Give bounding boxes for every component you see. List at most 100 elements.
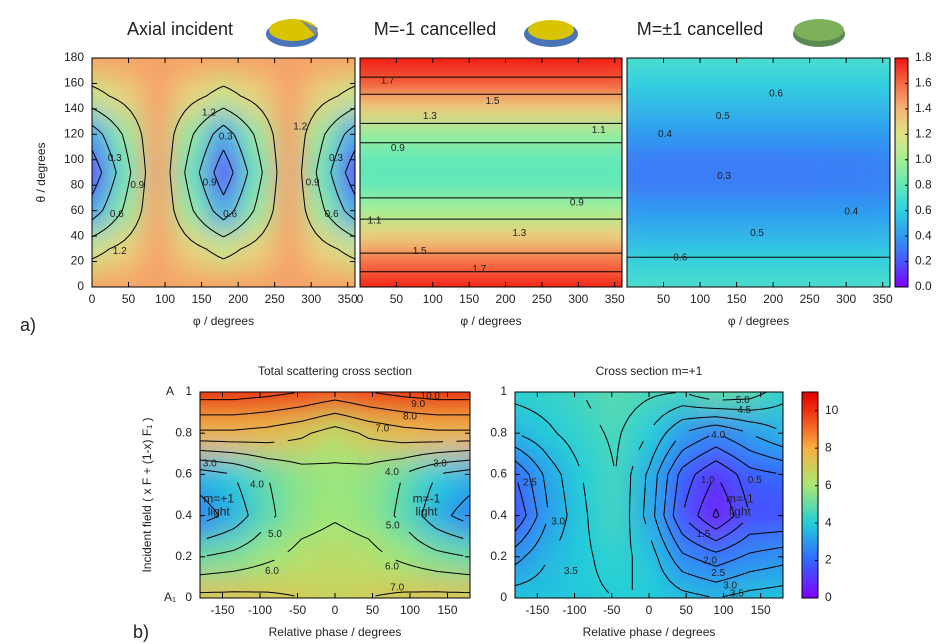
heatmap-cell <box>515 392 532 413</box>
colorbar-tick-label: 0.2 <box>915 254 932 268</box>
heatmap-cell <box>272 153 306 192</box>
plot-frame <box>91 57 356 288</box>
annotation: light <box>415 504 438 518</box>
heatmap-cell <box>531 453 566 495</box>
heatmap-cell <box>824 70 890 97</box>
contour-line <box>683 460 749 542</box>
contour-label: 0.6 <box>769 88 783 99</box>
panel-label: a) <box>20 315 36 335</box>
heatmap-cell <box>824 96 890 122</box>
heatmap-cell <box>200 453 217 495</box>
contour-label: 2.0 <box>703 556 717 567</box>
disk-icon <box>266 19 318 47</box>
heatmap-cell <box>556 223 622 249</box>
heatmap-cell <box>207 229 240 268</box>
heatmap-cell <box>531 412 566 454</box>
heatmap-cell <box>92 267 109 287</box>
heatmap-cells <box>92 58 355 287</box>
colorbar-tick-label: 0.0 <box>915 279 932 293</box>
contour-label: 1.5 <box>413 246 427 257</box>
heatmap-cell <box>665 495 700 537</box>
contour-label: 0.6 <box>325 209 339 220</box>
heatmap-cell <box>556 58 622 71</box>
heatmap-cell <box>272 58 306 78</box>
x-tick-label: 350 <box>605 292 625 306</box>
heatmap-cell <box>732 453 767 495</box>
x-tick-label: -50 <box>603 603 621 617</box>
annotation: light <box>208 504 231 518</box>
contour-line <box>360 76 622 273</box>
contour-line <box>712 508 720 519</box>
contour-label: 3.0 <box>551 516 565 527</box>
contour-label: 0.6 <box>110 209 124 220</box>
annotation: m=-1 <box>726 491 754 505</box>
y-annotation: A <box>166 384 174 398</box>
heatmap-cell <box>207 58 240 78</box>
colorbar-tick-label: 0.8 <box>915 177 932 191</box>
heatmap-cell <box>305 191 339 230</box>
colorbar <box>801 391 819 599</box>
colorbar-tick-label: 1.6 <box>915 76 932 90</box>
heatmap-cell <box>174 58 208 78</box>
contour-line <box>92 124 355 221</box>
heatmap-cell <box>318 392 352 413</box>
heatmap-cell <box>556 70 622 97</box>
contour-line <box>515 403 783 594</box>
heatmap-cell <box>565 577 599 598</box>
heatmap-cell <box>351 495 386 537</box>
y-tick-label: 0.6 <box>175 467 192 481</box>
contour-label: 0.9 <box>306 177 320 188</box>
heatmap-cell <box>515 412 532 454</box>
y-tick-label: 120 <box>64 127 84 141</box>
contour-label: 0.3 <box>329 153 343 164</box>
contour-label: 0.3 <box>108 153 122 164</box>
heatmap-cell <box>272 267 306 287</box>
heatmap-cell <box>692 147 825 173</box>
heatmap-cell <box>699 453 733 495</box>
x-axis-label: φ / degrees <box>193 314 254 328</box>
annotation: light <box>729 504 752 518</box>
y-tick-label: 0.2 <box>175 549 192 563</box>
contour-line <box>200 449 470 576</box>
heatmap-cell <box>174 229 208 268</box>
chart-title: Axial incident <box>127 19 233 39</box>
colorbar-tick-label: 1.0 <box>915 152 932 166</box>
contour-label: 0.3 <box>717 171 731 182</box>
colorbar-tick-label: 0 <box>825 590 832 604</box>
heatmap-cell <box>692 121 825 148</box>
contour-label: 6.0 <box>385 562 399 573</box>
heatmap-cell <box>453 412 470 454</box>
heatmap-cell <box>108 267 142 287</box>
contour-line <box>200 426 470 597</box>
contour-line <box>515 424 783 583</box>
heatmap-cell <box>385 453 420 495</box>
heatmap-cell <box>598 536 633 578</box>
contour-label: 0.9 <box>391 143 405 154</box>
contour-label: 1.0 <box>701 475 715 486</box>
heatmap: 1.7 1.5 1.3 1.1 0.9 0.9 1.1 1.3 1.5 1.7 <box>360 58 622 287</box>
heatmap-cell <box>216 392 251 413</box>
panel-label: b) <box>133 622 149 642</box>
y-tick-label: 0.2 <box>490 549 507 563</box>
heatmap-cell <box>531 495 566 537</box>
heatmap-cell <box>338 77 355 116</box>
heatmap-cell <box>425 274 557 287</box>
heatmap-cell <box>453 495 470 537</box>
plot-frame <box>626 57 891 288</box>
heatmap-cell <box>318 577 352 598</box>
contour-label: 4.0 <box>385 467 399 478</box>
heatmap-cell <box>318 453 352 495</box>
contour-line <box>697 482 735 530</box>
contour-label: 5.0 <box>736 395 750 406</box>
colorbar-tick-label: 1.8 <box>915 50 932 64</box>
heatmap-cell <box>141 77 175 116</box>
heatmap-cell <box>565 392 599 413</box>
contour-label: 1.2 <box>202 107 216 118</box>
y-tick-label: 1 <box>500 384 507 398</box>
contour-label: 1.7 <box>472 264 486 275</box>
x-tick-label: 250 <box>800 292 820 306</box>
heatmap-cell <box>627 223 693 249</box>
heatmap-cell <box>419 453 454 495</box>
contour-line <box>515 416 783 598</box>
x-tick-label: 200 <box>228 292 248 306</box>
